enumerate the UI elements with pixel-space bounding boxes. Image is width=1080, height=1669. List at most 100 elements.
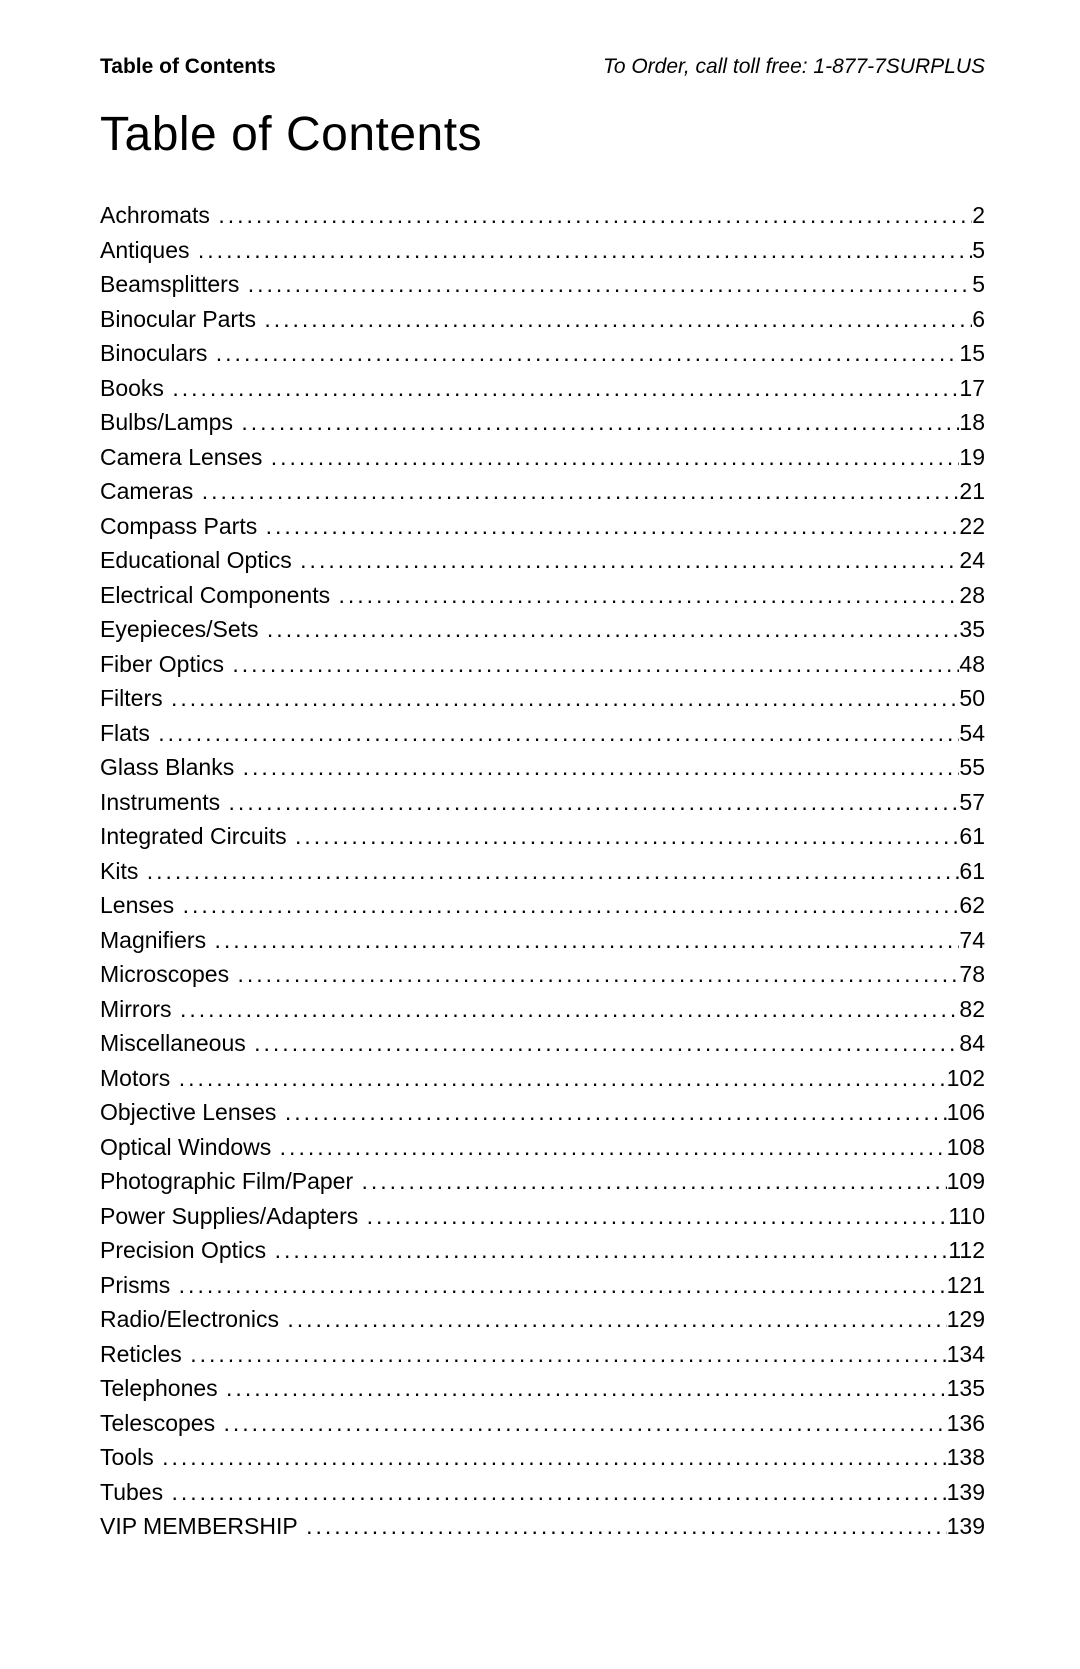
toc-entry-label: Antiques: [100, 233, 196, 268]
toc-entry: Books ..................................…: [100, 371, 985, 406]
toc-leader-dots: ........................................…: [196, 233, 972, 268]
toc-entry: Compass Parts ..........................…: [100, 509, 985, 544]
toc-leader-dots: ........................................…: [224, 1371, 947, 1406]
toc-entry-page: 84: [959, 1026, 985, 1061]
toc-leader-dots: ........................................…: [156, 716, 959, 751]
toc-entry-page: 55: [959, 750, 985, 785]
toc-leader-dots: ........................................…: [230, 647, 959, 682]
toc-entry: Telescopes .............................…: [100, 1406, 985, 1441]
toc-leader-dots: ........................................…: [145, 854, 960, 889]
toc-leader-dots: ........................................…: [269, 440, 960, 475]
toc-leader-dots: ........................................…: [265, 612, 959, 647]
toc-entry-page: 28: [959, 578, 985, 613]
toc-entry-label: Kits: [100, 854, 145, 889]
toc-entry-label: Flats: [100, 716, 156, 751]
toc-entry-page: 121: [947, 1268, 985, 1303]
toc-entry: Objective Lenses .......................…: [100, 1095, 985, 1130]
toc-entry-page: 5: [972, 233, 985, 268]
toc-entry-label: Optical Windows: [100, 1130, 278, 1165]
toc-entry: Magnifiers .............................…: [100, 923, 985, 958]
toc-leader-dots: ........................................…: [285, 1302, 946, 1337]
toc-list: Achromats ..............................…: [100, 198, 985, 1544]
toc-entry-page: 61: [959, 854, 985, 889]
toc-entry: Miscellaneous ..........................…: [100, 1026, 985, 1061]
toc-entry-page: 19: [959, 440, 985, 475]
toc-entry: Tools ..................................…: [100, 1440, 985, 1475]
toc-entry: Antiques ...............................…: [100, 233, 985, 268]
toc-leader-dots: ........................................…: [227, 785, 960, 820]
toc-entry-page: 35: [959, 612, 985, 647]
toc-entry-label: Achromats: [100, 198, 216, 233]
toc-leader-dots: ........................................…: [169, 681, 959, 716]
toc-entry-page: 139: [947, 1509, 985, 1544]
toc-entry-page: 54: [959, 716, 985, 751]
toc-entry: Microscopes ............................…: [100, 957, 985, 992]
toc-entry: Optical Windows ........................…: [100, 1130, 985, 1165]
toc-entry-page: 61: [959, 819, 985, 854]
toc-entry-label: Motors: [100, 1061, 177, 1096]
toc-entry-label: Cameras: [100, 474, 200, 509]
toc-entry-label: Binocular Parts: [100, 302, 262, 337]
toc-leader-dots: ........................................…: [241, 750, 960, 785]
toc-leader-dots: ........................................…: [216, 198, 972, 233]
toc-leader-dots: ........................................…: [298, 543, 959, 578]
toc-entry-label: Electrical Components: [100, 578, 337, 613]
header-right: To Order, call toll free: 1-877-7SURPLUS: [603, 55, 985, 79]
toc-entry-label: Bulbs/Lamps: [100, 405, 239, 440]
toc-entry-page: 48: [959, 647, 985, 682]
toc-entry-page: 74: [959, 923, 985, 958]
toc-entry: Fiber Optics ...........................…: [100, 647, 985, 682]
toc-entry-label: Telephones: [100, 1371, 224, 1406]
page-title: Table of Contents: [100, 107, 985, 162]
toc-leader-dots: ........................................…: [160, 1440, 947, 1475]
toc-entry: Binoculars .............................…: [100, 336, 985, 371]
toc-entry-label: Glass Blanks: [100, 750, 241, 785]
toc-entry-label: Books: [100, 371, 170, 406]
toc-entry-label: Power Supplies/Adapters: [100, 1199, 365, 1234]
toc-leader-dots: ........................................…: [262, 302, 972, 337]
toc-leader-dots: ........................................…: [177, 1268, 947, 1303]
toc-entry-label: Photographic Film/Paper: [100, 1164, 360, 1199]
toc-entry-label: Lenses: [100, 888, 181, 923]
toc-entry-label: Prisms: [100, 1268, 177, 1303]
toc-entry: Camera Lenses ..........................…: [100, 440, 985, 475]
toc-entry-label: Tubes: [100, 1475, 169, 1510]
toc-entry-label: Instruments: [100, 785, 227, 820]
toc-entry: Bulbs/Lamps ............................…: [100, 405, 985, 440]
toc-leader-dots: ........................................…: [273, 1233, 949, 1268]
toc-entry-page: 24: [959, 543, 985, 578]
toc-entry-label: Miscellaneous: [100, 1026, 252, 1061]
toc-leader-dots: ........................................…: [246, 267, 972, 302]
toc-entry-label: Microscopes: [100, 957, 235, 992]
toc-entry-label: Compass Parts: [100, 509, 264, 544]
toc-entry: Motors .................................…: [100, 1061, 985, 1096]
toc-leader-dots: ........................................…: [252, 1026, 959, 1061]
toc-entry-page: 102: [947, 1061, 985, 1096]
toc-entry-label: Beamsplitters: [100, 267, 246, 302]
toc-entry-page: 78: [959, 957, 985, 992]
toc-entry: Telephones .............................…: [100, 1371, 985, 1406]
toc-entry-page: 136: [947, 1406, 985, 1441]
toc-leader-dots: ........................................…: [283, 1095, 947, 1130]
toc-leader-dots: ........................................…: [304, 1509, 947, 1544]
toc-entry-label: Radio/Electronics: [100, 1302, 285, 1337]
toc-leader-dots: ........................................…: [212, 923, 959, 958]
toc-entry: Power Supplies/Adapters ................…: [100, 1199, 985, 1234]
toc-entry: Reticles ...............................…: [100, 1337, 985, 1372]
toc-entry-page: 18: [959, 405, 985, 440]
toc-entry: Flats ..................................…: [100, 716, 985, 751]
toc-entry-page: 5: [972, 267, 985, 302]
toc-entry: Lenses .................................…: [100, 888, 985, 923]
toc-entry-label: Eyepieces/Sets: [100, 612, 265, 647]
toc-entry: Instruments ............................…: [100, 785, 985, 820]
toc-entry-label: Precision Optics: [100, 1233, 273, 1268]
toc-entry: Mirrors ................................…: [100, 992, 985, 1027]
toc-entry-label: Educational Optics: [100, 543, 298, 578]
toc-leader-dots: ........................................…: [177, 1061, 947, 1096]
toc-leader-dots: ........................................…: [200, 474, 960, 509]
toc-entry: Precision Optics .......................…: [100, 1233, 985, 1268]
toc-leader-dots: ........................................…: [293, 819, 959, 854]
toc-entry-label: Reticles: [100, 1337, 188, 1372]
toc-entry-label: Tools: [100, 1440, 160, 1475]
toc-leader-dots: ........................................…: [337, 578, 960, 613]
